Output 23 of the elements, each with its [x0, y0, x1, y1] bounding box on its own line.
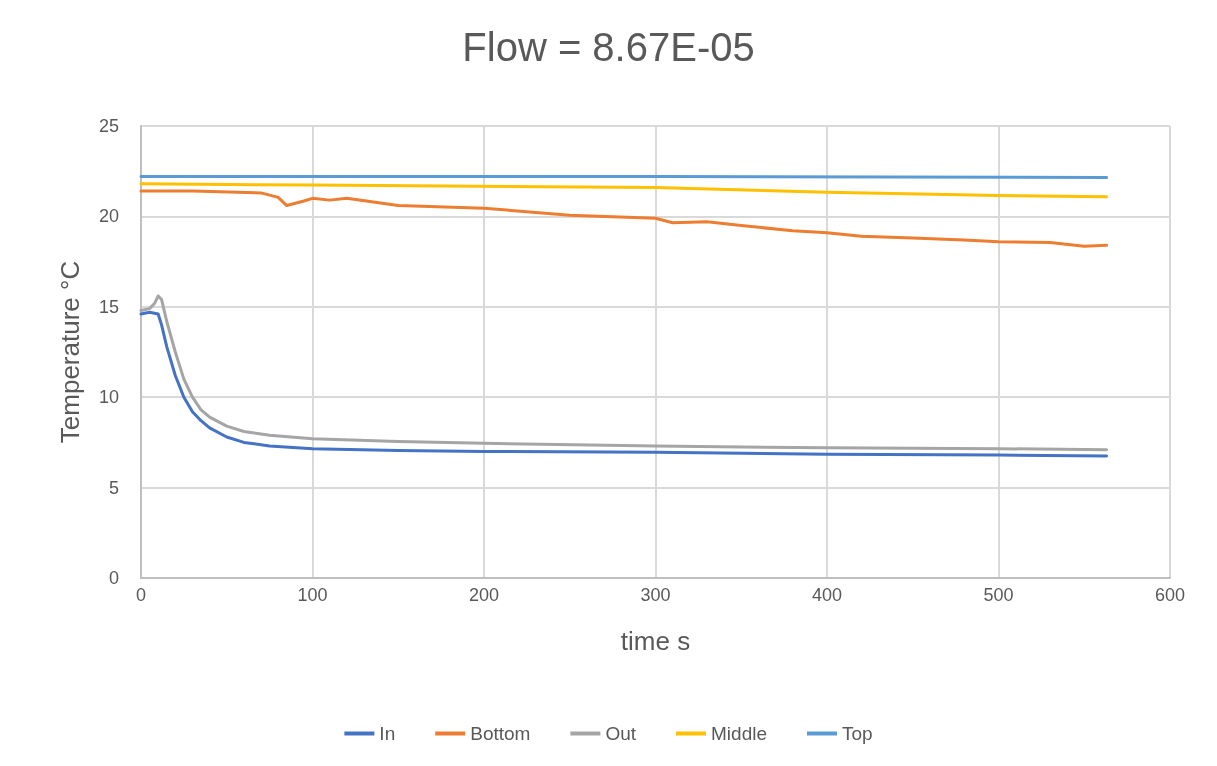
x-tick-label: 100 — [297, 585, 328, 605]
x-tick-label: 600 — [1154, 585, 1186, 605]
y-tick-label: 15 — [98, 296, 119, 317]
legend-label: Bottom — [470, 723, 531, 744]
legend-label: Out — [605, 723, 637, 744]
x-axis-title: time s — [620, 626, 691, 656]
x-tick-label: 0 — [135, 585, 147, 605]
y-tick-label: 25 — [98, 116, 119, 136]
line-series — [139, 189, 1109, 248]
chart-title: Flow = 8.67E-05 — [462, 25, 755, 69]
x-tick-label: 400 — [811, 585, 843, 605]
x-tick-label: 300 — [640, 585, 671, 605]
legend-label: In — [379, 723, 396, 744]
line-series — [139, 182, 1109, 199]
x-tick-label: 200 — [468, 585, 500, 605]
legend-label: Middle — [711, 723, 768, 744]
x-tick-label: 500 — [983, 585, 1014, 605]
y-tick-label: 10 — [98, 387, 119, 408]
y-tick-label: 0 — [108, 568, 119, 588]
legend-label: Top — [842, 723, 873, 744]
y-tick-label: 20 — [98, 206, 119, 227]
y-axis-title: Temperature °C — [55, 260, 85, 444]
y-tick-label: 5 — [108, 477, 119, 498]
